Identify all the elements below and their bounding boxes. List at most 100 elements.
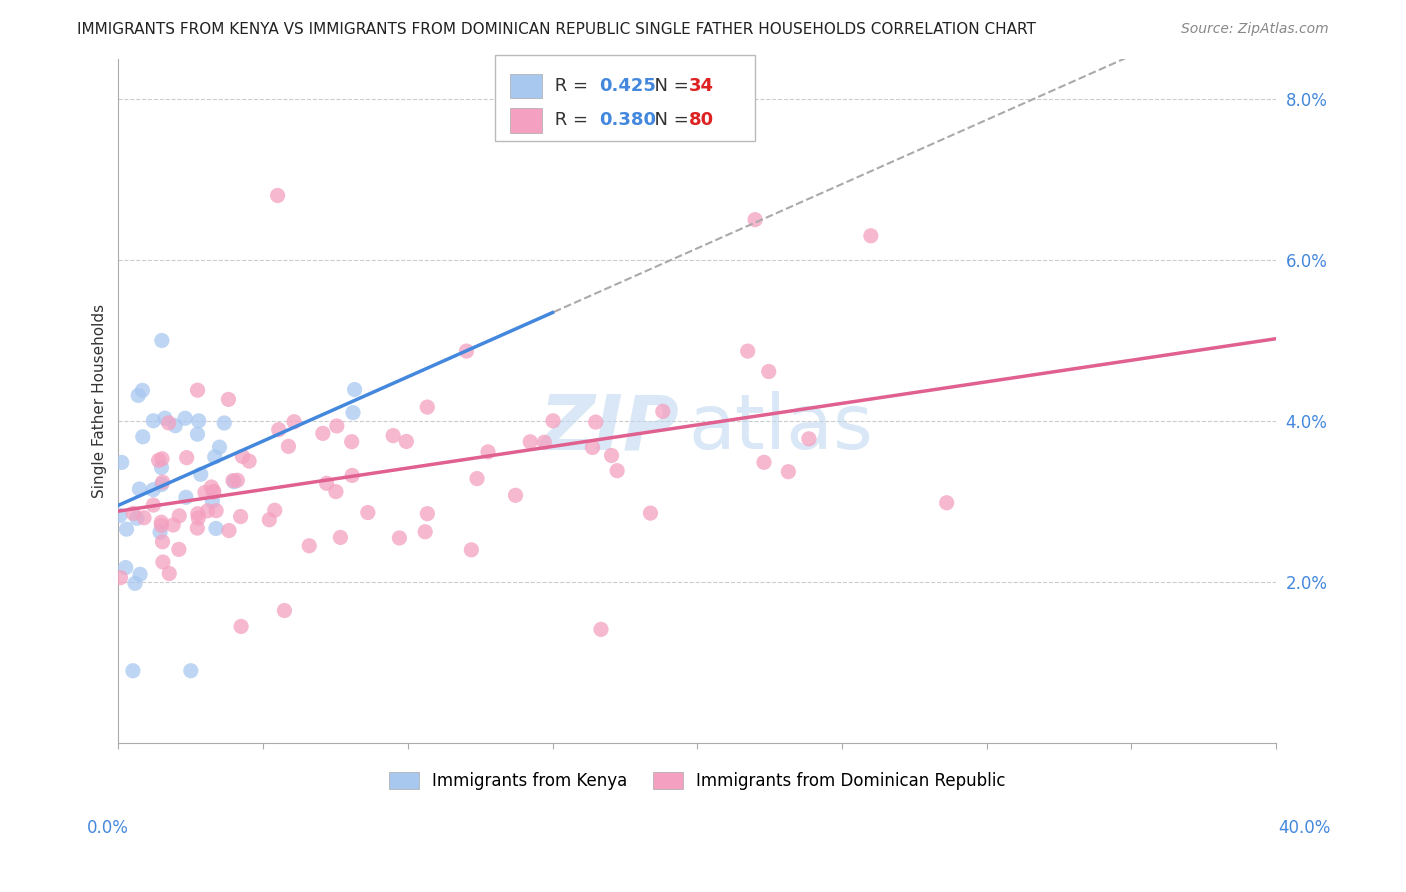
Point — [174, 411, 197, 425]
Point — [395, 434, 418, 449]
Point — [222, 474, 245, 488]
Point — [124, 576, 146, 591]
Point — [114, 560, 136, 574]
FancyBboxPatch shape — [510, 74, 543, 98]
Point — [519, 434, 541, 449]
Point — [752, 455, 775, 469]
Point — [167, 542, 190, 557]
Point — [197, 504, 219, 518]
Point — [150, 477, 173, 491]
Point — [205, 521, 228, 535]
Point — [859, 228, 882, 243]
Point — [186, 427, 208, 442]
Point — [190, 467, 212, 482]
Point — [132, 430, 155, 444]
Text: Source: ZipAtlas.com: Source: ZipAtlas.com — [1181, 22, 1329, 37]
Point — [456, 344, 478, 359]
Point — [110, 571, 132, 585]
Point — [273, 603, 295, 617]
Point — [744, 212, 766, 227]
Point — [186, 521, 208, 535]
Point — [150, 451, 173, 466]
Point — [150, 515, 173, 529]
Point — [108, 508, 131, 523]
Text: N =: N = — [643, 112, 695, 129]
Point — [312, 426, 335, 441]
Text: 0.425: 0.425 — [599, 77, 655, 95]
Point — [416, 400, 439, 414]
Point — [460, 542, 482, 557]
Text: 80: 80 — [689, 112, 714, 129]
Point — [797, 432, 820, 446]
Point — [651, 404, 673, 418]
Point — [128, 482, 150, 496]
Point — [229, 509, 252, 524]
Point — [157, 416, 180, 430]
Point — [231, 450, 253, 464]
Point — [205, 504, 228, 518]
Y-axis label: Single Father Households: Single Father Households — [93, 304, 107, 498]
Point — [187, 511, 209, 525]
Point — [342, 406, 364, 420]
Point — [187, 383, 209, 397]
Point — [326, 419, 349, 434]
Point — [465, 472, 488, 486]
Point — [202, 484, 225, 499]
Point — [176, 450, 198, 465]
Point — [125, 511, 148, 525]
Point — [778, 465, 800, 479]
Point — [229, 619, 252, 633]
Text: 0.380: 0.380 — [599, 112, 655, 129]
Point — [388, 531, 411, 545]
Point — [149, 525, 172, 540]
Point — [142, 498, 165, 512]
Point — [187, 414, 209, 428]
Point — [224, 475, 246, 489]
Text: 0.0%: 0.0% — [87, 819, 129, 837]
Point — [174, 491, 197, 505]
Point — [606, 464, 628, 478]
Point — [204, 450, 226, 464]
Point — [111, 455, 134, 469]
Point — [212, 416, 235, 430]
Point — [202, 485, 225, 500]
Point — [283, 415, 305, 429]
Point — [167, 508, 190, 523]
Point — [129, 567, 152, 582]
Point — [153, 411, 176, 425]
Point — [533, 435, 555, 450]
Text: 34: 34 — [689, 77, 714, 95]
Point — [201, 494, 224, 508]
Point — [259, 513, 281, 527]
Point — [340, 468, 363, 483]
Point — [217, 392, 239, 407]
Point — [267, 423, 290, 437]
Point — [266, 188, 288, 202]
Point — [329, 531, 352, 545]
FancyBboxPatch shape — [510, 108, 543, 133]
Point — [142, 414, 165, 428]
Point — [122, 664, 145, 678]
Text: R =: R = — [550, 112, 593, 129]
Point — [413, 524, 436, 539]
Point — [142, 483, 165, 497]
Point — [589, 623, 612, 637]
Point — [148, 453, 170, 467]
Point — [581, 441, 603, 455]
Point — [127, 388, 149, 402]
Point — [263, 503, 285, 517]
Point — [382, 428, 405, 442]
Text: IMMIGRANTS FROM KENYA VS IMMIGRANTS FROM DOMINICAN REPUBLIC SINGLE FATHER HOUSEH: IMMIGRANTS FROM KENYA VS IMMIGRANTS FROM… — [77, 22, 1036, 37]
Point — [340, 434, 363, 449]
Point — [162, 518, 184, 533]
Point — [935, 496, 957, 510]
Legend: Immigrants from Kenya, Immigrants from Dominican Republic: Immigrants from Kenya, Immigrants from D… — [382, 765, 1012, 797]
Point — [277, 439, 299, 453]
Point — [600, 449, 623, 463]
Point — [200, 480, 222, 494]
Point — [131, 384, 153, 398]
Point — [298, 539, 321, 553]
Point — [585, 415, 607, 429]
Text: atlas: atlas — [688, 392, 873, 466]
Point — [157, 566, 180, 581]
